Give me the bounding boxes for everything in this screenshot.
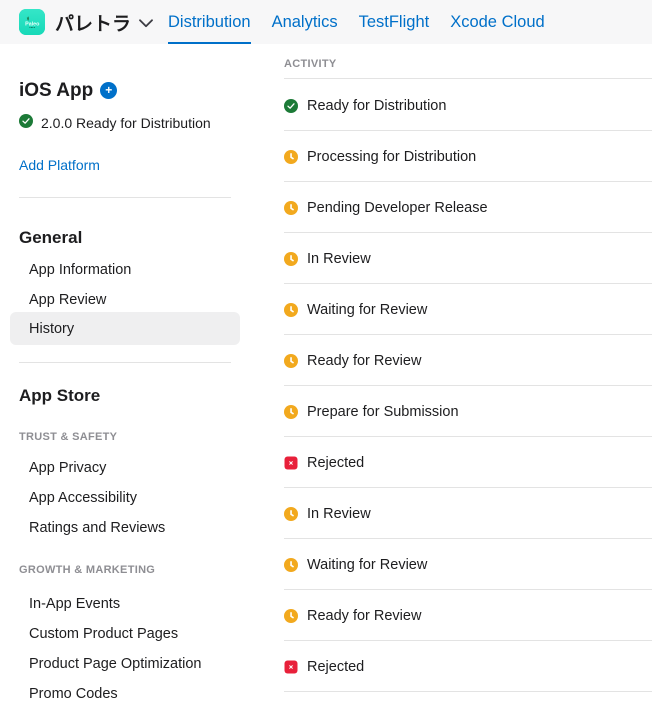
svg-text:••••: •••• <box>29 25 35 29</box>
